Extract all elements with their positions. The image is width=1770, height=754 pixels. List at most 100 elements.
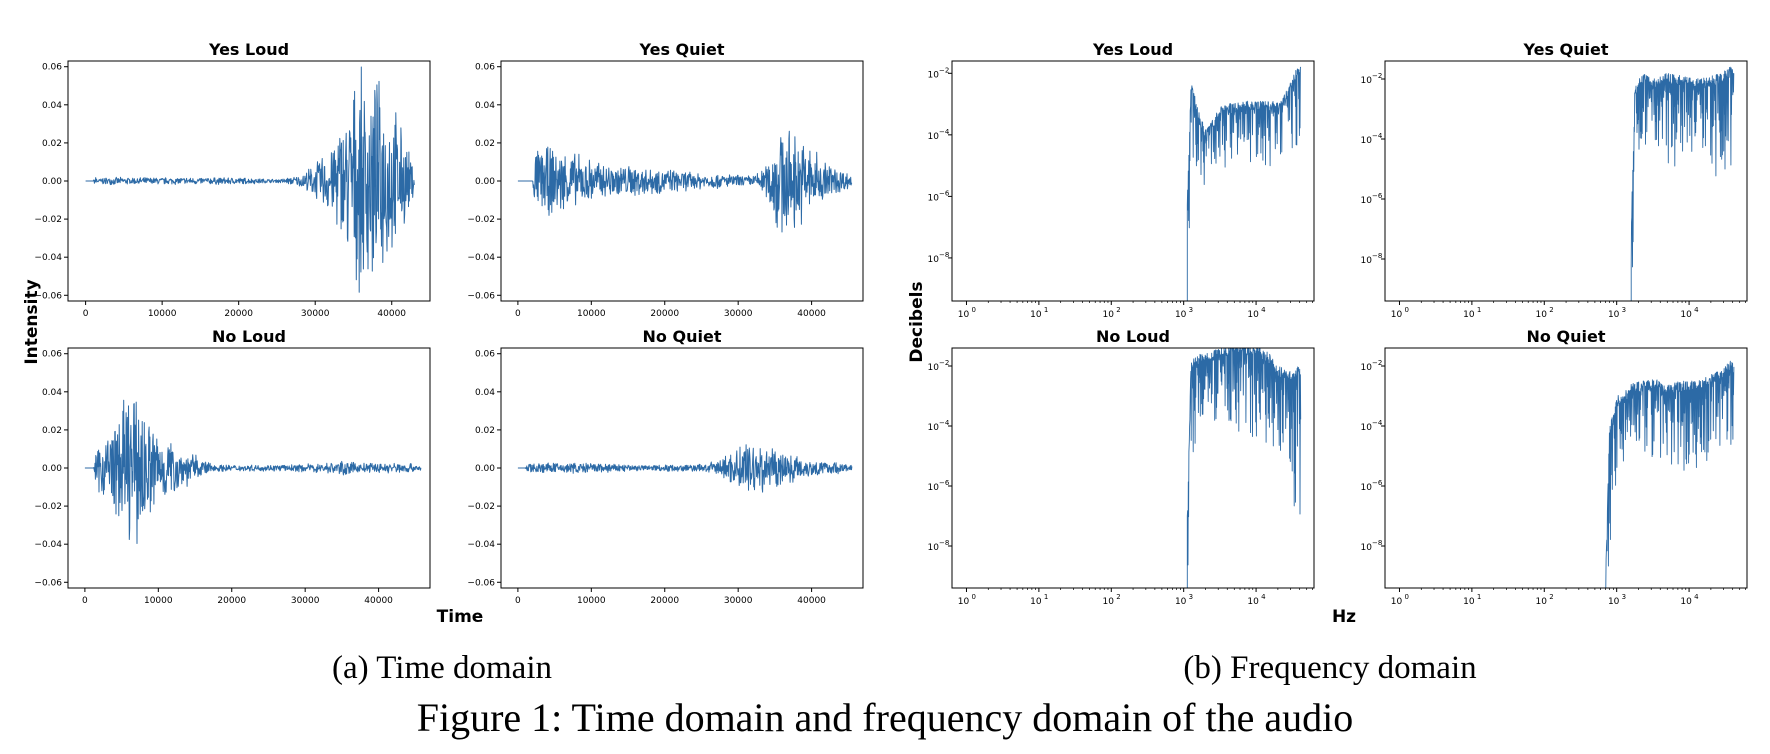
x-tick-exponent: 1 [1044,306,1048,314]
y-tick-exponent: −2 [1372,359,1382,367]
y-tick-label: 10 [1361,256,1373,266]
y-tick-label: 0.06 [475,63,495,73]
y-tick-label: 10 [1361,76,1373,86]
spectrum-line [1630,66,1735,301]
waveform-line [517,444,853,493]
x-tick-exponent: 1 [1477,306,1481,314]
y-tick-exponent: −4 [939,128,950,136]
x-tick-label: 10 [1608,597,1620,607]
y-tick-exponent: −8 [1372,252,1382,260]
x-tick-exponent: 4 [1261,306,1266,314]
axes-frame [500,60,864,302]
y-tick-label: 10 [1361,136,1373,146]
y-tick-label: 0.00 [42,464,62,474]
waveform-line [517,130,853,233]
x-tick-label: 30000 [724,596,753,606]
x-tick-exponent: 2 [1116,593,1120,601]
x-tick-label: 40000 [364,596,393,606]
y-tick-label: −0.02 [34,502,62,512]
y-tick-exponent: −8 [939,539,949,547]
x-tick-label: 10 [958,310,970,320]
x-tick-label: 10 [1680,310,1692,320]
y-tick-label: 10 [928,255,940,265]
subcaption-a: (a) Time domain [332,650,552,686]
spectrum-line [1605,360,1735,588]
y-tick-label: −0.02 [467,502,495,512]
x-tick-exponent: 4 [1694,306,1699,314]
y-tick-exponent: −2 [1372,72,1382,80]
x-tick-exponent: 1 [1044,593,1048,601]
x-tick-exponent: 2 [1549,593,1553,601]
x-tick-label: 10 [1391,597,1403,607]
y-tick-label: 10 [1361,423,1373,433]
panel-title: Yes Quiet [1522,40,1608,59]
x-tick-label: 10 [1680,597,1692,607]
x-tick-label: 10 [1030,597,1042,607]
y-tick-exponent: −6 [1372,192,1383,200]
freq-xlabel: Hz [1332,607,1356,627]
x-tick-label: 10 [1030,310,1042,320]
x-tick-exponent: 3 [1189,593,1193,601]
panel-title: Yes Loud [1092,40,1173,59]
x-tick-label: 0 [515,309,521,319]
x-tick-label: 10 [958,597,970,607]
y-tick-label: −0.04 [467,253,495,263]
y-tick-exponent: −6 [939,479,950,487]
panel-title: No Loud [212,327,286,346]
y-tick-label: 0.06 [42,350,62,360]
axes-frame [951,60,1315,302]
panel-title: No Quiet [1527,327,1606,346]
x-tick-label: 20000 [650,309,679,319]
axes-frame [67,60,431,302]
x-tick-label: 10 [1175,597,1187,607]
waveform-line [85,66,415,293]
y-tick-label: −0.04 [34,253,62,263]
x-tick-label: 10 [1536,597,1548,607]
y-tick-label: −0.02 [34,215,62,225]
x-tick-label: 10 [1463,310,1475,320]
y-tick-exponent: −4 [939,419,950,427]
y-tick-label: 10 [928,132,940,142]
y-tick-label: 0.04 [42,388,62,398]
y-tick-exponent: −4 [1372,419,1383,427]
panel-title: Yes Quiet [638,40,724,59]
x-tick-exponent: 2 [1549,306,1553,314]
y-tick-label: 10 [1361,363,1373,373]
y-tick-label: −0.06 [467,578,495,588]
y-tick-label: 0.04 [42,101,62,111]
y-tick-label: 0.06 [475,350,495,360]
panel-title: Yes Loud [208,40,289,59]
x-tick-label: 10 [1247,310,1259,320]
y-tick-label: −0.06 [34,578,62,588]
y-tick-label: −0.04 [467,540,495,550]
time-xlabel: Time [437,607,484,627]
x-tick-label: 0 [515,596,521,606]
y-tick-label: 0.02 [475,139,495,149]
x-tick-label: 40000 [797,596,826,606]
axes-frame [500,347,864,589]
y-tick-exponent: −6 [939,189,950,197]
y-tick-label: 10 [928,70,940,80]
panel-4: No Quiet 0.06 0.04 0.02 0.00 −0.02 −0.04 −0.06 0… [467,327,864,606]
y-tick-label: 10 [928,543,940,553]
y-tick-exponent: −2 [939,66,949,74]
x-tick-label: 10 [1536,310,1548,320]
x-tick-label: 40000 [377,309,406,319]
x-tick-label: 10 [1175,310,1187,320]
x-tick-label: 0 [83,309,89,319]
y-tick-label: 10 [1361,543,1373,553]
x-tick-label: 10 [1463,597,1475,607]
freq-ylabel: Decibels [907,281,927,362]
x-tick-exponent: 2 [1116,306,1120,314]
y-tick-exponent: −4 [1372,132,1383,140]
x-tick-label: 10000 [148,309,177,319]
y-tick-label: −0.06 [34,291,62,301]
y-tick-label: −0.04 [34,540,62,550]
axes-frame [1384,347,1748,589]
panel-title: No Loud [1096,327,1170,346]
x-tick-label: 0 [82,596,88,606]
x-tick-exponent: 3 [1622,593,1626,601]
